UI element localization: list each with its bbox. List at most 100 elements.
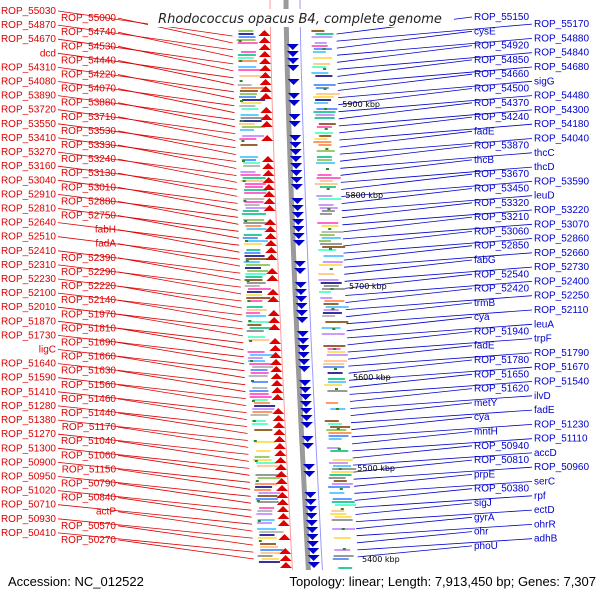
gene-label: sigJ xyxy=(474,498,492,509)
feature-block xyxy=(323,363,345,365)
gene-label: ROP_52910 xyxy=(1,189,56,200)
reverse-gene-arrow xyxy=(292,240,305,246)
reverse-gene-arrow xyxy=(300,422,313,428)
feature-block xyxy=(329,492,345,494)
feature-block xyxy=(238,30,254,32)
connector-line xyxy=(350,409,533,424)
gene-label: fadE xyxy=(474,126,495,137)
reverse-strand-labels: ROP_55150 ROP_55170 cysE ROP_54880 ROP_54920… xyxy=(474,12,589,552)
scale-tick xyxy=(250,360,253,362)
feature-block xyxy=(328,432,352,434)
reverse-gene-arrow xyxy=(307,548,320,554)
feature-block xyxy=(238,36,256,38)
connector-line xyxy=(117,102,235,128)
gene-label: ROP_51540 xyxy=(534,377,589,388)
gene-label: ROP_52250 xyxy=(534,291,589,302)
reverse-gene-arrow xyxy=(290,163,303,169)
feature-block xyxy=(311,30,325,32)
connector-line xyxy=(57,363,246,386)
connector-line xyxy=(346,316,473,332)
forward-gene-arrow xyxy=(267,296,280,302)
gene-label: ROP_54180 xyxy=(534,119,589,130)
connector-line xyxy=(340,145,473,162)
feature-block xyxy=(243,261,260,263)
gene-label: ROP_52880 xyxy=(61,196,116,207)
feature-block xyxy=(246,282,266,284)
reverse-gene-arrow xyxy=(303,471,316,477)
gene-label: ROP_50710 xyxy=(1,500,56,511)
feature-block xyxy=(327,390,348,392)
connector-line xyxy=(350,402,473,416)
gene-label: ROP_53330 xyxy=(61,140,116,151)
feature-block xyxy=(246,294,263,296)
feature-block xyxy=(317,159,332,161)
gene-label: ROP_53530 xyxy=(61,126,116,137)
connector-line xyxy=(57,476,251,497)
reverse-gene-arrow xyxy=(291,198,304,204)
connector-line xyxy=(345,295,533,310)
feature-block xyxy=(257,537,277,539)
connector-line xyxy=(57,264,241,288)
feature-block xyxy=(333,465,351,467)
feature-block xyxy=(250,369,268,371)
connector-line xyxy=(117,454,250,476)
connector-line xyxy=(336,23,533,42)
feature-block xyxy=(245,267,261,269)
forward-gene-arrow xyxy=(258,37,271,43)
connector-line xyxy=(355,495,533,508)
forward-gene-arrow xyxy=(274,450,287,456)
feature-block xyxy=(238,57,254,59)
gene-label: thcC xyxy=(534,148,555,159)
scale-tick xyxy=(325,148,329,150)
reverse-gene-arrow xyxy=(304,499,317,505)
feature-block xyxy=(312,66,327,68)
feature-block xyxy=(261,558,279,560)
feature-block xyxy=(239,93,257,95)
scale-tick xyxy=(253,440,257,442)
gene-label: ROP_53070 xyxy=(534,219,589,230)
connector-line xyxy=(349,373,473,388)
feature-block xyxy=(320,282,342,284)
connector-line xyxy=(346,302,473,318)
feature-block xyxy=(329,474,352,476)
feature-block xyxy=(242,237,258,239)
gene-label: ROP_51460 xyxy=(61,394,116,405)
connector-line xyxy=(356,531,473,544)
feature-block xyxy=(239,90,258,92)
connector-line xyxy=(337,73,473,91)
feature-block xyxy=(333,555,354,557)
scale-tick xyxy=(239,60,243,62)
gene-label: ROP_51690 xyxy=(61,338,116,349)
scale-label: 5900 kbp xyxy=(342,100,380,109)
feature-block xyxy=(237,42,258,44)
forward-gene-arrow xyxy=(263,191,276,197)
feature-block xyxy=(323,285,339,287)
gene-label: ROP_52540 xyxy=(474,269,529,280)
connector-line xyxy=(347,331,473,346)
feature-block xyxy=(242,135,265,137)
feature-block xyxy=(319,213,332,215)
feature-block xyxy=(257,528,277,530)
scale-tick xyxy=(333,348,337,350)
feature-block xyxy=(319,186,336,188)
scale-tick xyxy=(257,520,261,522)
connector-line xyxy=(344,273,473,289)
connector-line xyxy=(117,398,247,420)
connector-line xyxy=(57,377,246,399)
gene-label: ROP_54840 xyxy=(534,48,589,59)
feature-block xyxy=(243,222,267,224)
gene-label: ROP_52410 xyxy=(1,246,56,257)
gene-label: ROP_55030 xyxy=(1,6,56,17)
connector-line xyxy=(340,152,533,169)
gene-label: ROP_51620 xyxy=(474,384,529,395)
feature-block xyxy=(323,345,346,347)
connector-line xyxy=(345,288,473,303)
gene-label: ROP_54500 xyxy=(474,84,529,95)
feature-block xyxy=(242,159,256,161)
gene-label: ROP_51440 xyxy=(61,408,116,419)
gene-label: ROP_50950 xyxy=(1,472,56,483)
feature-block xyxy=(323,309,339,311)
feature-block xyxy=(315,87,329,89)
feature-block xyxy=(244,255,265,257)
feature-block xyxy=(257,495,278,497)
